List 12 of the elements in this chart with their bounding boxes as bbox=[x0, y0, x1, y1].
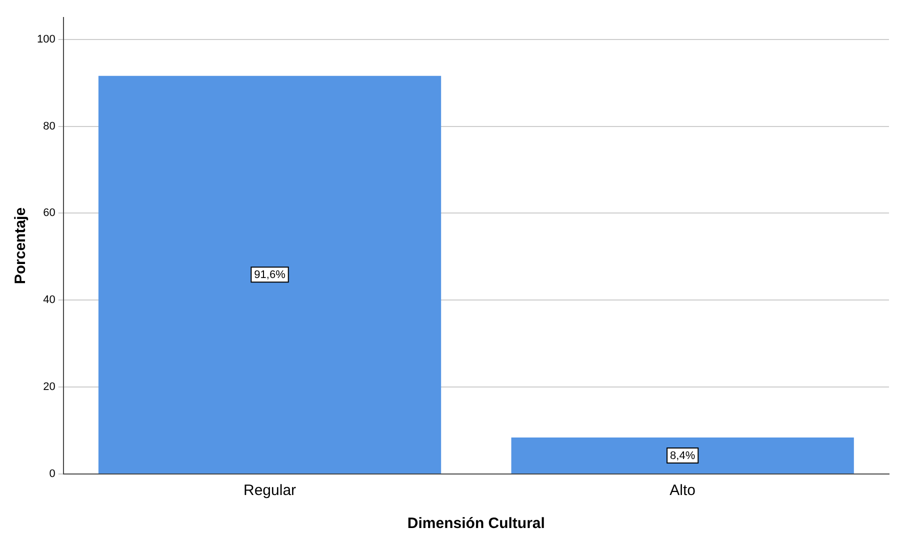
data-label: 8,4% bbox=[670, 450, 696, 462]
data-label: 91,6% bbox=[254, 269, 286, 282]
y-tick-label: 20 bbox=[43, 381, 56, 394]
y-tick-label: 60 bbox=[43, 207, 56, 220]
y-axis-title: Porcentaje bbox=[12, 207, 30, 284]
x-tick-label: Regular bbox=[244, 482, 296, 500]
y-tick-label: 40 bbox=[43, 294, 56, 306]
y-tick-label: 80 bbox=[43, 120, 56, 132]
x-tick-label: Alto bbox=[670, 482, 696, 500]
y-tick-label: 100 bbox=[36, 33, 56, 46]
y-tick-label: 0 bbox=[49, 468, 56, 480]
x-axis-title: Dimensión Cultural bbox=[407, 515, 545, 532]
